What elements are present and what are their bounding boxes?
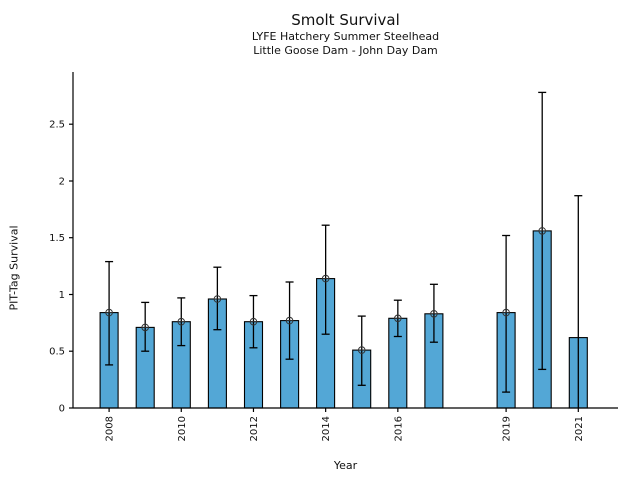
x-tick-label-2014: 2014 bbox=[321, 416, 332, 441]
y-tick-label-0: 0 bbox=[59, 404, 65, 415]
y-axis-label: PIT-Tag Survival bbox=[7, 225, 21, 311]
x-axis-label: Year bbox=[333, 459, 358, 472]
y-tick-label-2.5: 2.5 bbox=[49, 120, 65, 131]
x-tick-label-2021: 2021 bbox=[574, 416, 585, 441]
x-tick-label-2008: 2008 bbox=[105, 416, 116, 441]
y-tick-label-1.5: 1.5 bbox=[49, 233, 65, 244]
chart-subtitle-line1: LYFE Hatchery Summer Steelhead bbox=[251, 30, 440, 43]
y-tick-label-1: 1 bbox=[59, 290, 65, 301]
x-tick-label-2019: 2019 bbox=[502, 416, 513, 441]
x-tick-label-2010: 2010 bbox=[177, 416, 188, 441]
y-tick-label-2: 2 bbox=[59, 177, 65, 188]
chart-subtitle-line2: Little Goose Dam - John Day Dam bbox=[253, 44, 438, 57]
chart-title: Smolt Survival bbox=[291, 11, 400, 29]
y-tick-label-0.5: 0.5 bbox=[49, 347, 65, 358]
x-tick-label-2012: 2012 bbox=[249, 416, 260, 441]
x-tick-label-2016: 2016 bbox=[393, 416, 404, 441]
